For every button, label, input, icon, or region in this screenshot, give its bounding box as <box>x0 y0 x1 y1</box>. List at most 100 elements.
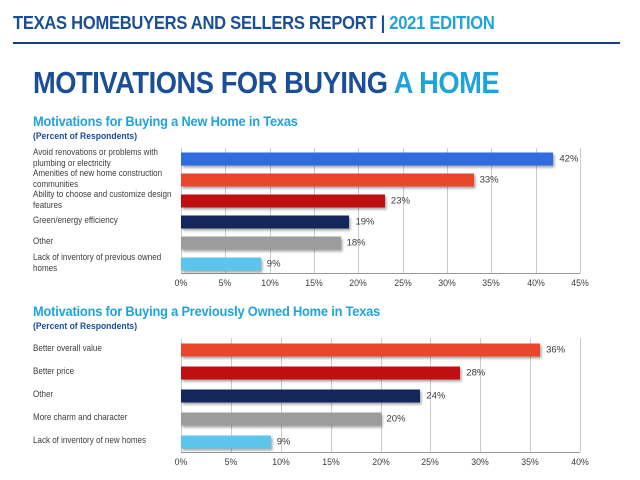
bar <box>181 389 421 402</box>
axis-tick-label: 25% <box>421 457 440 468</box>
chart-row: Amenities of new home construction commu… <box>33 168 640 190</box>
gridline <box>358 148 360 273</box>
chart-section-previously-owned: Motivations for Buying a Previously Owne… <box>33 304 640 470</box>
category-label: Amenities of new home construction commu… <box>33 168 163 190</box>
bar <box>181 194 385 207</box>
bar-track: 24% <box>181 384 580 407</box>
value-label: 36% <box>546 344 566 355</box>
page-title-accent: A HOME <box>393 65 500 100</box>
axis-tick-label: 10% <box>260 278 279 289</box>
category-label: Lack of inventory of new homes <box>33 435 147 447</box>
chart-row: Ability to choose and customize design f… <box>33 189 640 211</box>
axis-tick-label: 30% <box>438 278 456 289</box>
bar-track: 9% <box>181 253 580 274</box>
chart-row: Other 18% <box>33 232 640 253</box>
axis-tick-label: 5% <box>219 278 232 289</box>
value-label: 23% <box>390 195 410 206</box>
category-label: Better overall value <box>33 343 102 355</box>
report-header: TEXAS HOMEBUYERS AND SELLERS REPORT | 20… <box>13 13 590 34</box>
page-title: MOTIVATIONS FOR BUYING A HOME <box>33 65 567 101</box>
category-label: Ability to choose and customize design f… <box>33 189 172 211</box>
chart-row: Other 24% <box>33 384 640 407</box>
gridline <box>225 148 227 273</box>
bar-track: 36% <box>181 338 580 361</box>
axis-tick-label: 20% <box>371 457 390 468</box>
category-label: Other <box>33 236 54 248</box>
chart-title-previously-owned: Motivations for Buying a Previously Owne… <box>33 304 381 319</box>
chart-row: Better price 28% <box>33 361 640 384</box>
chart-row: More charm and character 20% <box>33 407 640 430</box>
gridline <box>491 148 493 273</box>
axis-tick-label: 0% <box>174 457 188 468</box>
bar <box>181 366 461 379</box>
bar <box>181 236 341 249</box>
value-label: 24% <box>426 390 446 401</box>
gridline <box>269 148 271 273</box>
chart-section-new-home: Motivations for Buying a New Home in Tex… <box>33 114 640 291</box>
category-label: Better price <box>33 366 75 378</box>
category-label: Green/energy efficiency <box>33 215 118 227</box>
value-label: 33% <box>479 174 499 185</box>
gridline <box>181 148 182 273</box>
gridline <box>313 148 315 273</box>
axis-tick-label: 25% <box>393 278 412 289</box>
axis-tick-label: 10% <box>272 457 290 468</box>
category-label: Lack of inventory of previous owned home… <box>33 252 162 274</box>
bar <box>181 343 541 356</box>
gridline <box>430 338 432 452</box>
chart-plot-area: Better overall value 36% Better price 28% Ot… <box>33 338 640 453</box>
header-divider <box>13 42 620 44</box>
x-axis: 0% 5% 10% 15% 20% 25% 30% 35% 40% <box>175 453 589 470</box>
axis-tick-label: 35% <box>482 278 501 289</box>
value-label: 9% <box>266 258 281 269</box>
value-label: 28% <box>466 367 486 378</box>
bar-chart-previously-owned: Better overall value 36% Better price 28% Ot… <box>33 338 640 470</box>
axis-tick-label: 20% <box>349 278 368 289</box>
gridline <box>535 148 537 273</box>
value-label: 19% <box>355 216 375 227</box>
axis-tick-label: 40% <box>571 457 589 468</box>
axis-tick-label: 15% <box>305 278 323 289</box>
axis-tick-label: 30% <box>471 457 489 468</box>
value-label: 18% <box>346 237 366 248</box>
page-title-main: MOTIVATIONS FOR BUYING <box>33 65 394 100</box>
bar-track: 9% <box>181 430 580 453</box>
bar <box>181 173 474 186</box>
report-title: TEXAS HOMEBUYERS AND SELLERS REPORT | <box>13 13 390 33</box>
bar <box>181 257 261 270</box>
gridline <box>580 148 581 273</box>
x-axis: 0% 5% 10% 15% 20% 25% 30% 35% 40% 45% <box>175 274 589 291</box>
gridline <box>580 338 581 452</box>
gridline <box>480 338 482 452</box>
bar-track: 20% <box>181 407 580 430</box>
bar-track: 33% <box>181 169 580 190</box>
chart-row: Better overall value 36% <box>33 338 640 361</box>
chart-row: Avoid renovations or problems with plumb… <box>33 147 640 169</box>
axis-tick-label: 45% <box>571 278 589 289</box>
value-label: 20% <box>386 413 406 424</box>
value-label: 42% <box>559 153 579 164</box>
bar-track: 42% <box>181 148 580 169</box>
axis-tick-label: 35% <box>521 457 539 468</box>
bar-track: 23% <box>181 190 580 211</box>
gridline <box>530 338 532 452</box>
gridline <box>446 148 448 273</box>
bar <box>181 412 381 425</box>
bar-track: 19% <box>181 211 580 232</box>
category-label: Other <box>33 389 54 401</box>
chart-subtitle-previously-owned: (Percent of Respondents) <box>33 321 138 331</box>
category-label: More charm and character <box>33 412 128 424</box>
chart-row: Lack of inventory of previous owned home… <box>33 252 640 274</box>
chart-title-new-home: Motivations for Buying a New Home in Tex… <box>33 114 298 129</box>
chart-row: Green/energy efficiency 19% <box>33 211 640 232</box>
axis-tick-label: 15% <box>321 457 340 468</box>
gridlines <box>181 148 581 274</box>
bar <box>181 435 271 448</box>
gridline <box>402 148 404 273</box>
bar-chart-new-home: Avoid renovations or problems with plumb… <box>33 147 640 291</box>
axis-tick-label: 5% <box>224 457 238 468</box>
chart-plot-area: Avoid renovations or problems with plumb… <box>33 147 640 274</box>
bar-track: 18% <box>181 232 580 253</box>
chart-row: Lack of inventory of new homes 9% <box>33 430 640 453</box>
